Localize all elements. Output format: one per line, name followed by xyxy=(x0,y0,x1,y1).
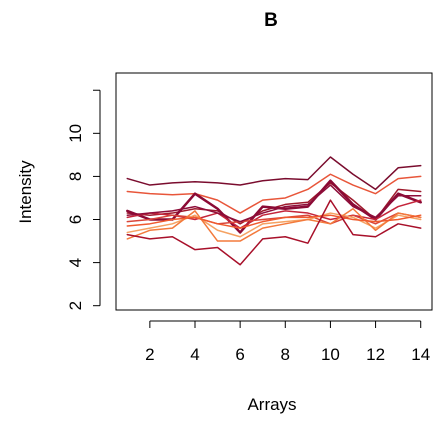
series-line-2 xyxy=(126,173,422,214)
x-tick-label: 2 xyxy=(145,345,154,364)
x-axis-title: Arrays xyxy=(247,395,296,414)
y-tick-label: 4 xyxy=(66,258,85,267)
y-axis-title: Intensity xyxy=(16,160,35,224)
x-tick-label: 14 xyxy=(411,345,430,364)
x-tick-label: 10 xyxy=(321,345,340,364)
series-line-1 xyxy=(126,156,422,191)
series-line-10 xyxy=(126,199,422,266)
y-tick-label: 6 xyxy=(66,215,85,224)
x-tick-label: 8 xyxy=(281,345,290,364)
x-tick-label: 6 xyxy=(235,345,244,364)
series-line-11 xyxy=(126,184,422,223)
y-tick-label: 10 xyxy=(66,124,85,143)
y-tick-label: 2 xyxy=(66,301,85,310)
chart-title: B xyxy=(264,10,278,31)
series-line-6 xyxy=(126,212,422,225)
x-tick-label: 4 xyxy=(190,345,199,364)
series-line-9 xyxy=(126,214,422,229)
series-line-8 xyxy=(126,207,422,242)
y-tick-label: 8 xyxy=(66,172,85,181)
y-axis: 2 4 6 8 10 xyxy=(66,89,101,310)
x-axis: 2 4 6 8 10 12 14 xyxy=(145,320,430,364)
plot-area-frame xyxy=(115,72,433,311)
x-tick-label: 12 xyxy=(366,345,385,364)
series-group xyxy=(126,156,422,266)
